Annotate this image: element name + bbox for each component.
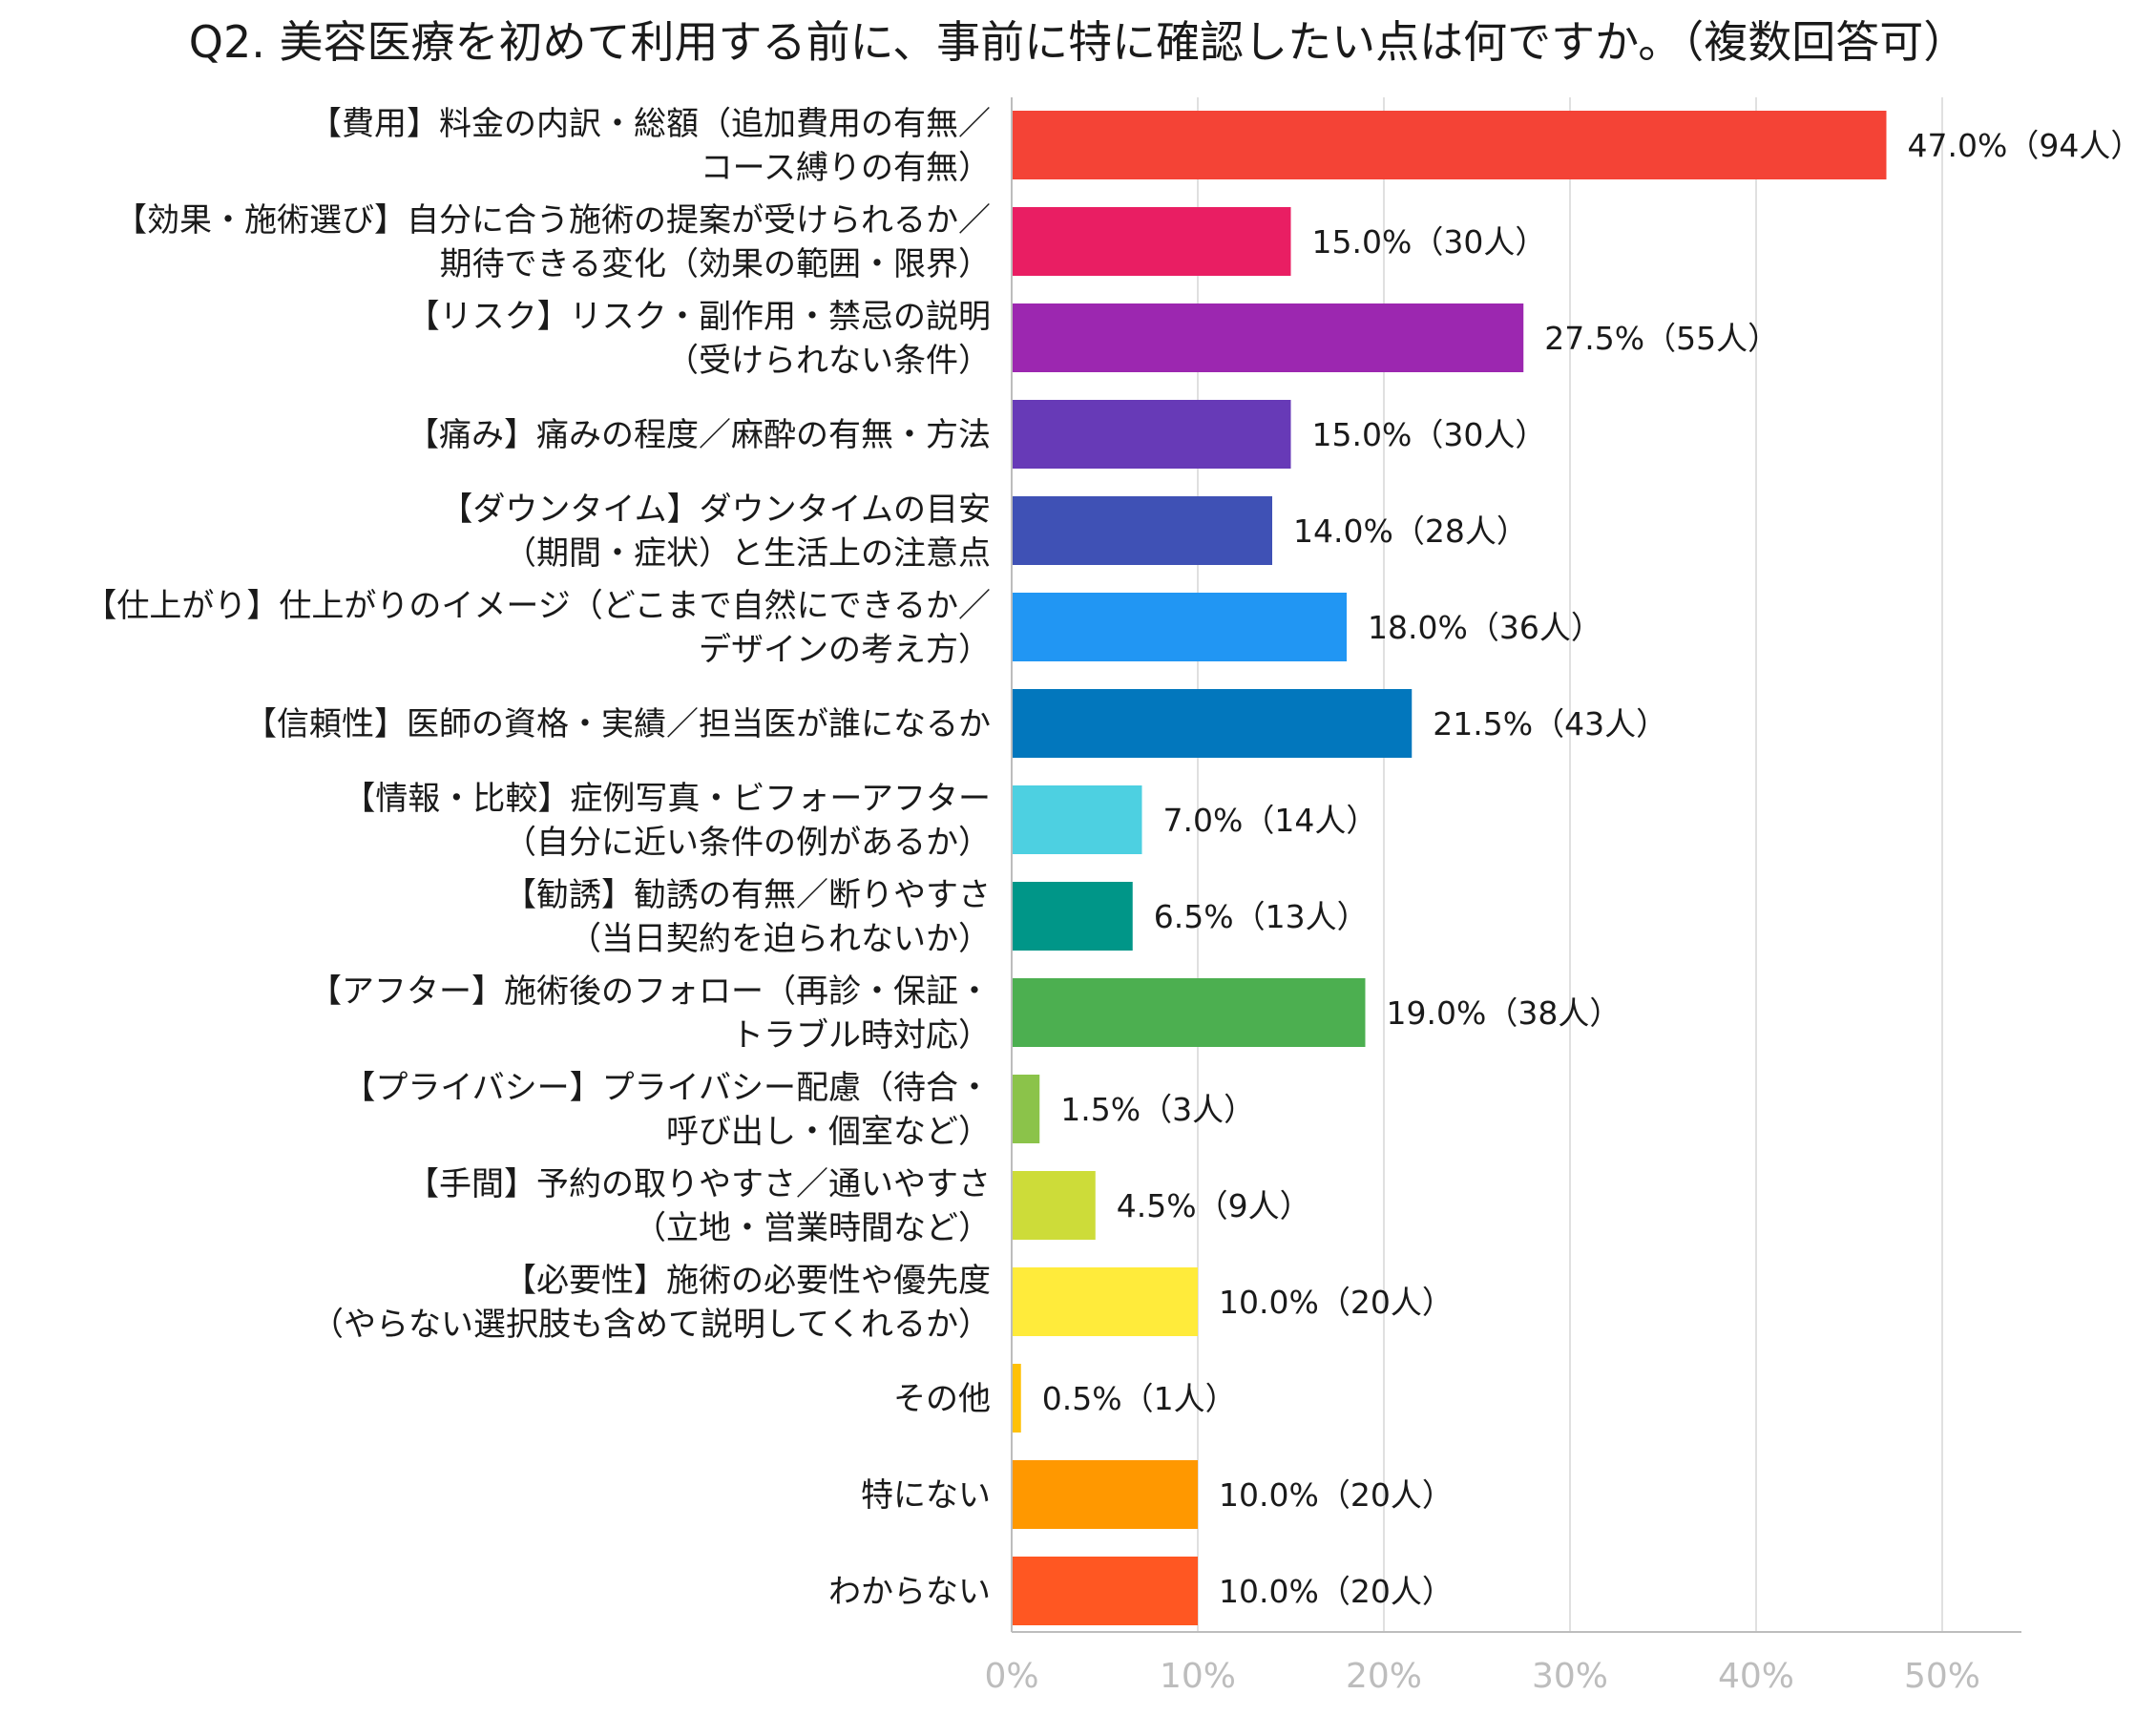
- value-label: 7.0%（14人）: [1163, 802, 1378, 839]
- category-label-line: トラブル時対応）: [731, 1016, 991, 1055]
- category-label-line: コース縛りの有無）: [701, 149, 991, 187]
- value-label: 0.5%（1人）: [1042, 1380, 1237, 1417]
- category-label-line: その他: [893, 1380, 991, 1418]
- category-label: その他: [893, 1380, 991, 1418]
- bar: [1012, 785, 1142, 854]
- category-label-line: 【リスク】リスク・副作用・禁忌の説明: [408, 298, 991, 336]
- x-tick-label: 40%: [1718, 1657, 1794, 1696]
- bar: [1012, 400, 1291, 469]
- value-label: 47.0%（94人）: [1908, 127, 2143, 164]
- value-label: 15.0%（30人）: [1312, 223, 1547, 261]
- value-label: 15.0%（30人）: [1312, 416, 1547, 453]
- category-label: 【仕上がり】仕上がりのイメージ（どこまで自然にできるか／ デザインの考え方）: [84, 587, 991, 669]
- category-label: 【信頼性】医師の資格・実績／担当医が誰になるか: [244, 705, 991, 743]
- category-label: 【リスク】リスク・副作用・禁忌の説明 （受けられない条件）: [408, 298, 991, 380]
- category-label: 【痛み】痛みの程度／麻酔の有無・方法: [407, 416, 991, 454]
- category-label: わからない: [828, 1573, 991, 1611]
- category-label: 【プライバシー】プライバシー配慮（待合・呼び出し・個室など）: [343, 1069, 991, 1151]
- category-label-line: デザインの考え方）: [699, 631, 991, 669]
- category-label-line: （立地・営業時間など）: [634, 1209, 991, 1247]
- category-label-line: 【ダウンタイム】ダウンタイムの目安: [440, 491, 991, 529]
- category-labels: 【費用】料金の内訳・総額（追加費用の有無／ コース縛りの有無） 【効果・施術選び】自…: [84, 105, 991, 1611]
- bar: [1012, 303, 1524, 372]
- category-label-line: 特にない: [861, 1476, 991, 1515]
- value-label: 4.5%（9人）: [1117, 1187, 1311, 1224]
- category-label-line: 【プライバシー】プライバシー配慮（待合・: [343, 1069, 991, 1107]
- x-tick-label: 20%: [1346, 1657, 1422, 1696]
- category-label-line: （期間・症状）と生活上の注意点: [504, 534, 991, 573]
- x-tick-label: 50%: [1904, 1657, 1980, 1696]
- category-label-line: 【効果・施術選び】自分に合う施術の提案が受けられるか／: [115, 201, 991, 240]
- value-label: 10.0%（20人）: [1219, 1284, 1454, 1321]
- category-label: 【必要性】施術の必要性や優先度 （やらない選択肢も含めて説明してくれるか）: [311, 1262, 991, 1344]
- x-tick-labels: 0% 10% 20% 30% 40% 50%: [984, 1657, 1980, 1696]
- category-label-line: 【アフター】施術後のフォロー（再診・保証・: [309, 973, 991, 1011]
- category-label: 【情報・比較】症例写真・ビフォーアフター （自分に近い条件の例があるか）: [343, 780, 991, 862]
- x-tick-label: 30%: [1532, 1657, 1608, 1696]
- chart-title: Q2. 美容医療を初めて利用する前に、事前に特に確認したい点は何ですか。（複数回…: [188, 16, 1968, 68]
- value-label: 6.5%（13人）: [1154, 898, 1369, 935]
- axes: [1011, 97, 2021, 1633]
- category-label-line: 【費用】料金の内訳・総額（追加費用の有無／: [309, 105, 991, 143]
- category-label-line: （受けられない条件）: [666, 342, 991, 380]
- bar: [1012, 1171, 1096, 1240]
- category-label-line: （自分に近い条件の例があるか）: [504, 824, 991, 862]
- category-label: 【勧誘】勧誘の有無／断りやすさ （当日契約を迫られないか）: [504, 876, 991, 958]
- bars: [1012, 111, 1887, 1625]
- x-tick-label: 0%: [984, 1657, 1038, 1696]
- category-label-line: 【痛み】痛みの程度／麻酔の有無・方法: [407, 416, 991, 454]
- category-label-line: 呼び出し・個室など）: [666, 1113, 991, 1151]
- category-label-line: 【情報・比較】症例写真・ビフォーアフター: [343, 780, 991, 818]
- category-label: 【手間】予約の取りやすさ／通いやすさ （立地・営業時間など）: [407, 1165, 991, 1247]
- bar: [1012, 207, 1291, 276]
- category-label: 【アフター】施術後のフォロー（再診・保証・トラブル時対応）: [309, 973, 991, 1055]
- category-label-line: わからない: [828, 1573, 991, 1611]
- bar: [1012, 111, 1887, 179]
- bar: [1012, 689, 1413, 758]
- category-label-line: 【手間】予約の取りやすさ／通いやすさ: [407, 1165, 991, 1203]
- category-label: 特にない: [861, 1476, 991, 1515]
- category-label-line: 【仕上がり】仕上がりのイメージ（どこまで自然にできるか／: [84, 587, 991, 625]
- category-label: 【効果・施術選び】自分に合う施術の提案が受けられるか／ 期待できる変化（効果の範囲…: [115, 201, 991, 283]
- category-label-line: 【必要性】施術の必要性や優先度: [504, 1262, 991, 1300]
- bar: [1012, 1557, 1198, 1625]
- category-label-line: 【勧誘】勧誘の有無／断りやすさ: [504, 876, 991, 914]
- x-tick-label: 10%: [1160, 1657, 1236, 1696]
- value-label: 18.0%（36人）: [1368, 609, 1602, 646]
- bar: [1012, 1267, 1198, 1336]
- value-labels: 47.0%（94人） 15.0%（30人） 27.5%（55人） 15.0%（30人）…: [1042, 127, 2143, 1610]
- value-label: 14.0%（28人）: [1293, 512, 1528, 550]
- category-label: 【費用】料金の内訳・総額（追加費用の有無／ コース縛りの有無）: [309, 105, 991, 187]
- bar: [1012, 496, 1272, 565]
- bar: [1012, 978, 1366, 1047]
- bar: [1012, 593, 1347, 661]
- bar: [1012, 882, 1133, 951]
- category-label-line: 【信頼性】医師の資格・実績／担当医が誰になるか: [244, 705, 991, 743]
- bar: [1012, 1364, 1021, 1433]
- value-label: 1.5%（3人）: [1060, 1091, 1255, 1128]
- category-label-line: （当日契約を迫られないか）: [569, 920, 991, 958]
- bar: [1012, 1075, 1040, 1143]
- value-label: 10.0%（20人）: [1219, 1476, 1454, 1514]
- category-label: 【ダウンタイム】ダウンタイムの目安 （期間・症状）と生活上の注意点: [440, 491, 991, 573]
- category-label-line: （やらない選択肢も含めて説明してくれるか）: [311, 1306, 991, 1344]
- value-label: 19.0%（38人）: [1387, 994, 1622, 1032]
- category-label-line: 期待できる変化（効果の範囲・限界）: [440, 245, 991, 283]
- value-label: 27.5%（55人）: [1544, 320, 1779, 357]
- value-label: 21.5%（43人）: [1433, 705, 1667, 742]
- bar: [1012, 1460, 1198, 1529]
- value-label: 10.0%（20人）: [1219, 1573, 1454, 1610]
